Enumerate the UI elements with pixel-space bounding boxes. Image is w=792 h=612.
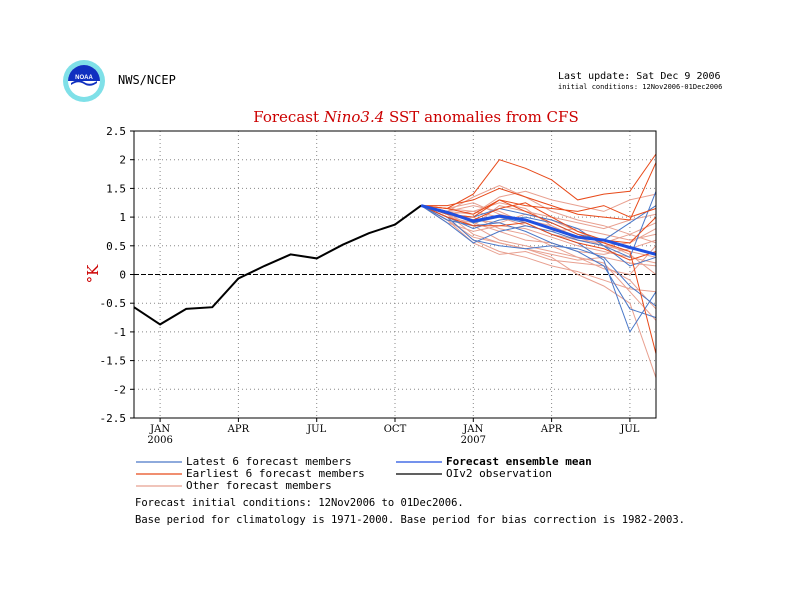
x-tick-label: JAN bbox=[149, 424, 170, 435]
x-tick-label: OCT bbox=[384, 424, 407, 435]
y-tick-label: 0 bbox=[119, 269, 126, 282]
logo-text: NOAA bbox=[75, 75, 93, 81]
chart-title-rest: SST anomalies from CFS bbox=[384, 108, 578, 126]
latest-member-line bbox=[420, 205, 657, 241]
x-tick-label: JAN bbox=[462, 424, 483, 435]
earliest-member-line bbox=[421, 199, 657, 218]
other-member-line bbox=[420, 184, 657, 244]
x-tick-label: APR bbox=[227, 424, 250, 435]
y-tick-label: -2.5 bbox=[100, 412, 127, 425]
y-tick-label: 2 bbox=[119, 154, 126, 167]
other-member-line bbox=[420, 205, 657, 310]
x-tick-label: JUL bbox=[306, 424, 326, 435]
grid bbox=[134, 131, 656, 418]
earliest-member-line bbox=[421, 162, 657, 221]
y-tick-label: 2.5 bbox=[106, 125, 126, 138]
ensemble-mean-line bbox=[420, 204, 657, 256]
footnote-base-period: Base period for climatology is 1971-2000… bbox=[135, 514, 685, 526]
x-tick-label: JUL bbox=[619, 424, 639, 435]
legend-label-other: Other forecast members bbox=[186, 479, 332, 492]
legend-label-obs: OIv2 observation bbox=[446, 467, 552, 480]
legend: Latest 6 forecast members Earliest 6 for… bbox=[136, 455, 592, 492]
y-tick-label: -0.5 bbox=[100, 297, 127, 310]
forecast-members bbox=[420, 153, 657, 378]
chart-title-plain: Forecast bbox=[253, 108, 324, 126]
other-member-line bbox=[420, 205, 657, 230]
y-tick-label: -2 bbox=[113, 383, 126, 396]
initial-conditions-text: initial conditions: 12Nov2006-01Dec2006 bbox=[558, 83, 723, 91]
y-tick-label: -1.5 bbox=[100, 355, 127, 368]
org-label: NWS/NCEP bbox=[118, 73, 176, 87]
chart-title: Forecast Nino3.4 SST anomalies from CFS bbox=[253, 108, 578, 126]
x-tick-year-label: 2006 bbox=[147, 435, 172, 446]
noaa-logo: NOAA bbox=[63, 60, 105, 102]
legend-label-earliest: Earliest 6 forecast members bbox=[186, 467, 365, 480]
last-update-text: Last update: Sat Dec 9 2006 bbox=[558, 71, 721, 82]
latest-member-line bbox=[420, 205, 657, 307]
legend-label-latest: Latest 6 forecast members bbox=[186, 455, 352, 468]
legend-label-mean: Forecast ensemble mean bbox=[446, 455, 592, 468]
y-axis-label: °K bbox=[84, 264, 102, 284]
x-tick-year-label: 2007 bbox=[461, 435, 486, 446]
earliest-member-line bbox=[420, 205, 657, 261]
y-ticks: 2.5 2 1.5 1 0.5 0 -0.5 -1 -1.5 -2 -2.5 bbox=[100, 125, 134, 425]
y-tick-label: -1 bbox=[113, 326, 126, 339]
earliest-member-line bbox=[421, 153, 657, 210]
footnote-initial-conditions: Forecast initial conditions: 12Nov2006 t… bbox=[135, 497, 464, 509]
y-tick-label: 1 bbox=[119, 211, 126, 224]
chart-title-italic: Nino3.4 bbox=[323, 108, 384, 126]
main-lines bbox=[133, 204, 657, 326]
observation-line bbox=[133, 204, 422, 326]
y-tick-label: 1.5 bbox=[106, 182, 126, 195]
y-tick-label: 0.5 bbox=[106, 240, 126, 253]
x-tick-label: APR bbox=[540, 424, 563, 435]
